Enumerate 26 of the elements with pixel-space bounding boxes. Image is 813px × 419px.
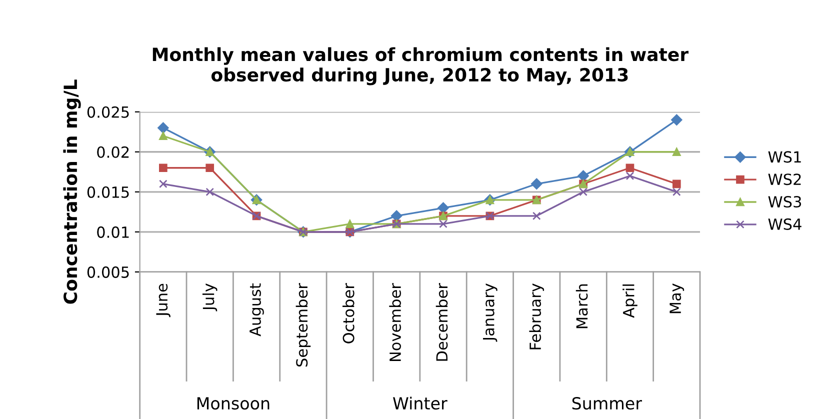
x-tick-label: August — [250, 283, 264, 336]
x-tick-label: December — [436, 283, 448, 361]
x-tick-label: June — [156, 284, 170, 318]
x-tick-label: November — [389, 283, 402, 362]
y-tick-label: 0.025 — [87, 106, 129, 118]
y-tick-label: 0.01 — [97, 226, 129, 238]
x-tick-label: May — [670, 284, 684, 314]
y-tick-label: 0.005 — [87, 266, 129, 278]
x-tick-label: March — [576, 284, 588, 328]
text: Summer — [572, 397, 642, 410]
y-axis-title: Concentration in mg/L — [63, 80, 81, 304]
x-tick-label: April — [622, 284, 638, 318]
x-tick-label: February — [529, 284, 544, 350]
x-tick-label: October — [342, 283, 354, 344]
legend-label: WS4 — [768, 218, 802, 230]
x-tick-label: January — [483, 284, 498, 342]
x-tick-label: September — [296, 283, 311, 366]
legend-label: WS1 — [768, 151, 801, 163]
x-tick-label: July — [202, 284, 218, 312]
legend-label: WS3 — [768, 196, 802, 208]
text: Monsoon — [197, 397, 270, 410]
y-tick-label: 0.015 — [87, 186, 129, 198]
legend-label: WS2 — [768, 174, 801, 186]
chart-title: Monthly mean values of chromium contents in water observed during June, 2012 to May, 2013 — [152, 47, 689, 86]
y-tick-label: 0.02 — [97, 146, 129, 158]
text: Winter — [393, 396, 448, 410]
